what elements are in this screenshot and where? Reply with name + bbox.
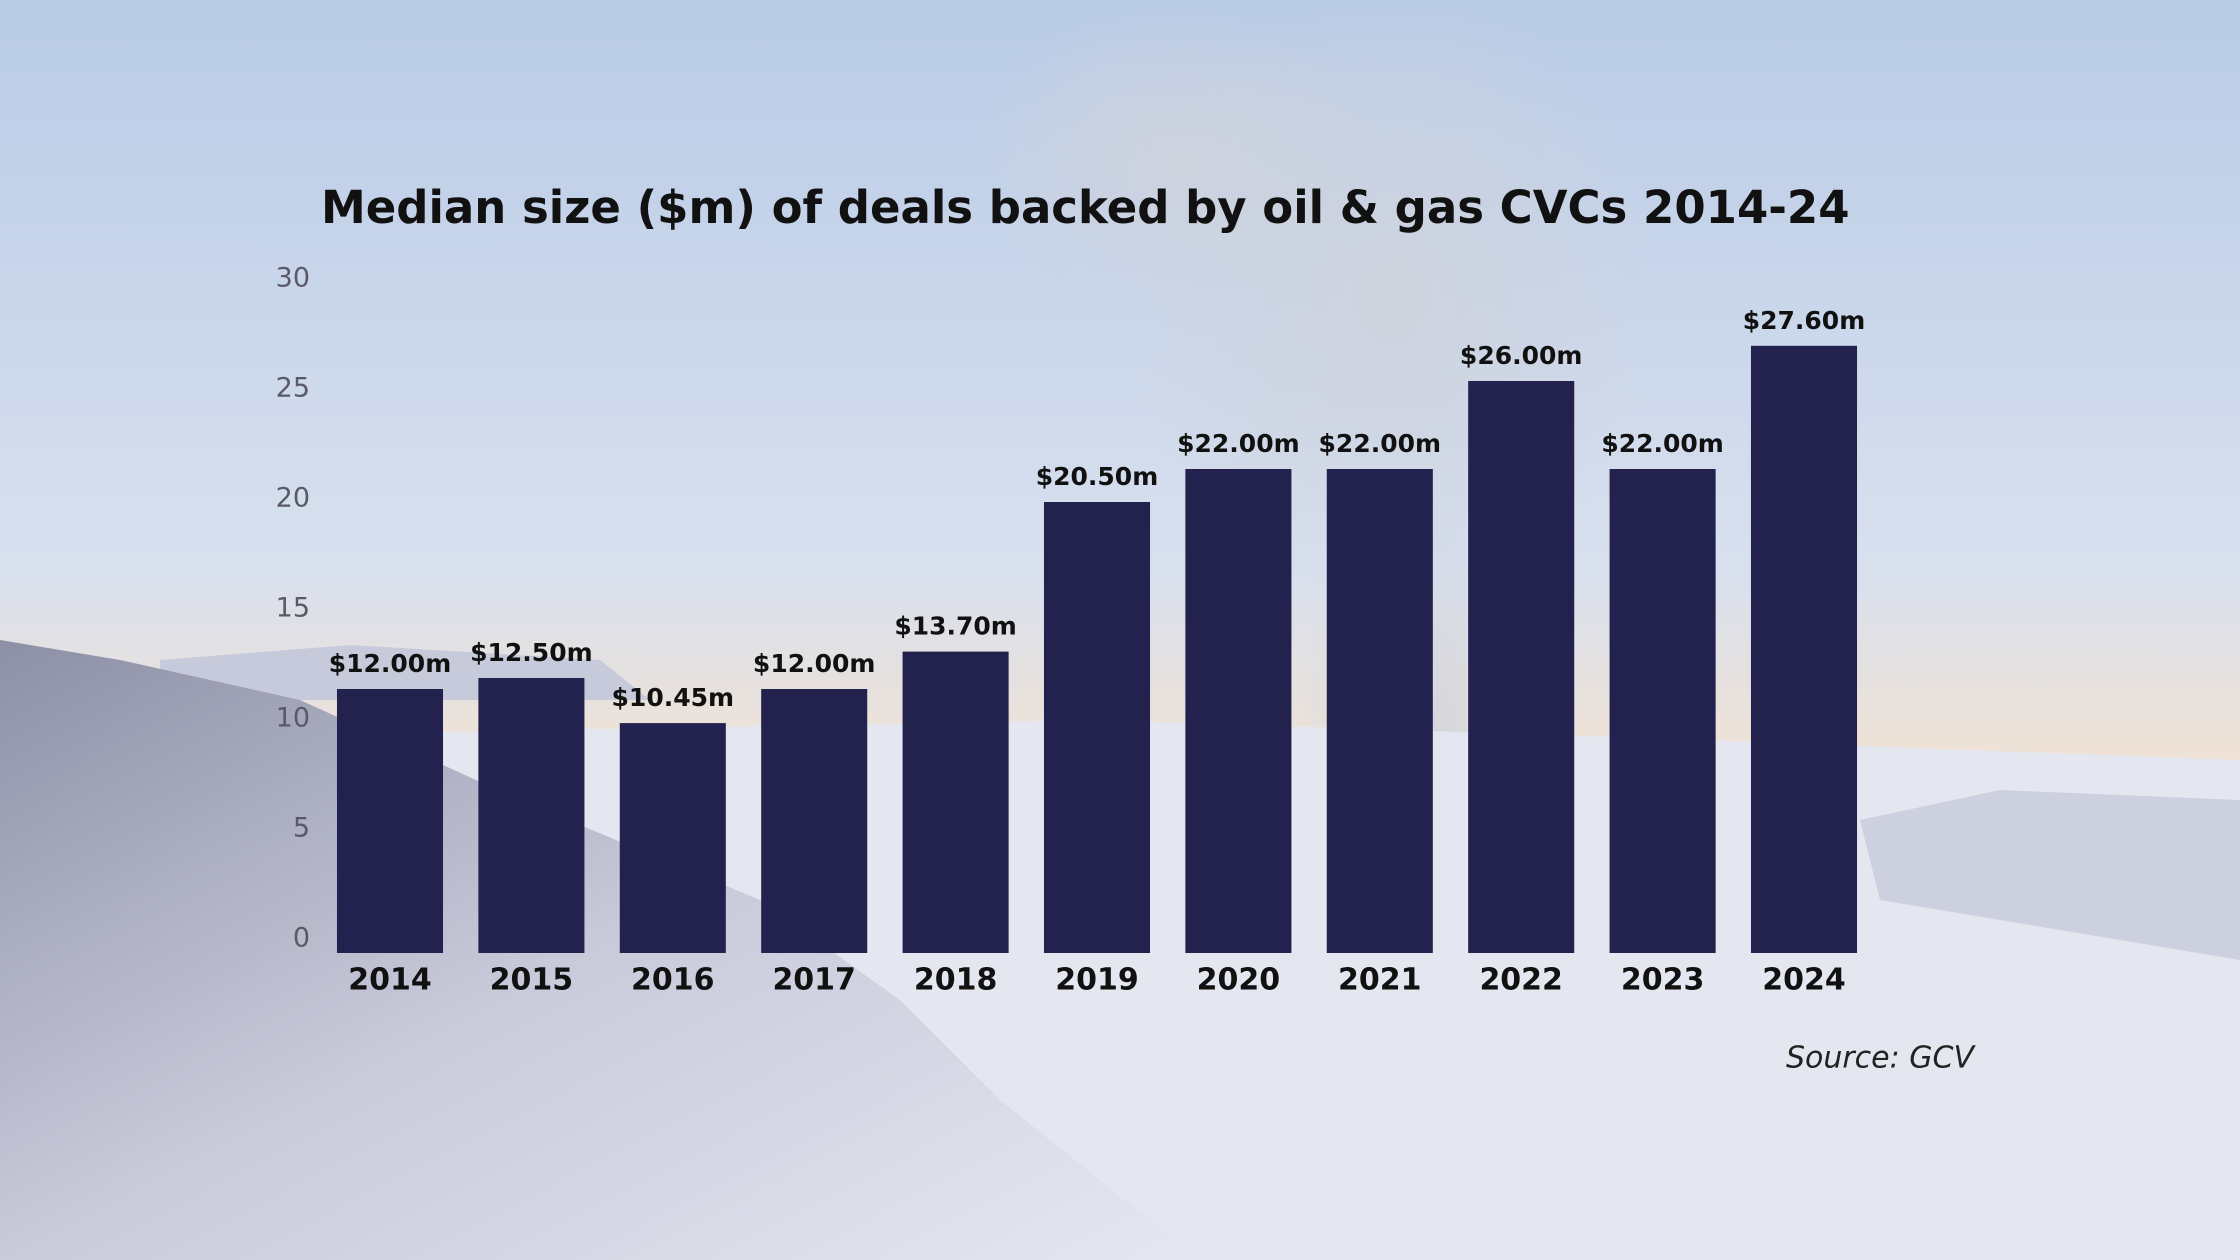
- value-label: $12.00m: [753, 649, 876, 678]
- x-tick-label: 2014: [348, 963, 432, 998]
- x-tick-label: 2024: [1762, 963, 1846, 998]
- x-tick-label: 2015: [490, 963, 574, 998]
- x-tick-label: 2023: [1621, 963, 1705, 998]
- bar: [1043, 502, 1151, 953]
- x-tick-label: 2020: [1197, 963, 1281, 998]
- value-label: $26.00m: [1460, 341, 1583, 370]
- y-tick-label: 10: [276, 703, 310, 734]
- bar: [1609, 469, 1716, 953]
- bar: [478, 678, 585, 953]
- value-label: $12.50m: [470, 638, 593, 667]
- source-note: Source: GCV: [1786, 1041, 1977, 1076]
- bar: [1468, 381, 1575, 953]
- bar: [619, 723, 726, 953]
- x-tick-label: 2016: [631, 963, 715, 998]
- bar: [1326, 469, 1433, 953]
- bar: [1185, 469, 1292, 953]
- bar: [761, 689, 868, 953]
- value-label: $22.00m: [1177, 429, 1300, 458]
- x-tick-label: 2022: [1479, 963, 1563, 998]
- y-tick-label: 0: [293, 923, 310, 954]
- y-tick-label: 20: [276, 483, 310, 514]
- y-tick-label: 30: [276, 263, 310, 294]
- value-label: $20.50m: [1036, 462, 1159, 491]
- value-label: $13.70m: [894, 612, 1017, 641]
- x-tick-label: 2019: [1055, 963, 1139, 998]
- bar: [902, 651, 1009, 953]
- value-label: $10.45m: [612, 683, 735, 712]
- bar: [1750, 345, 1858, 953]
- bar: [336, 689, 444, 953]
- value-label: $22.00m: [1319, 429, 1442, 458]
- y-tick-label: 25: [276, 373, 310, 404]
- x-tick-label: 2017: [772, 963, 856, 998]
- y-tick-label: 5: [293, 813, 310, 844]
- x-tick-label: 2021: [1338, 963, 1422, 998]
- x-tick-label: 2018: [914, 963, 998, 998]
- value-label: $22.00m: [1601, 429, 1724, 458]
- value-label: $27.60m: [1743, 306, 1866, 335]
- chart-title: Median size ($m) of deals backed by oil …: [321, 181, 1850, 234]
- y-tick-label: 15: [276, 593, 310, 624]
- value-label: $12.00m: [329, 649, 452, 678]
